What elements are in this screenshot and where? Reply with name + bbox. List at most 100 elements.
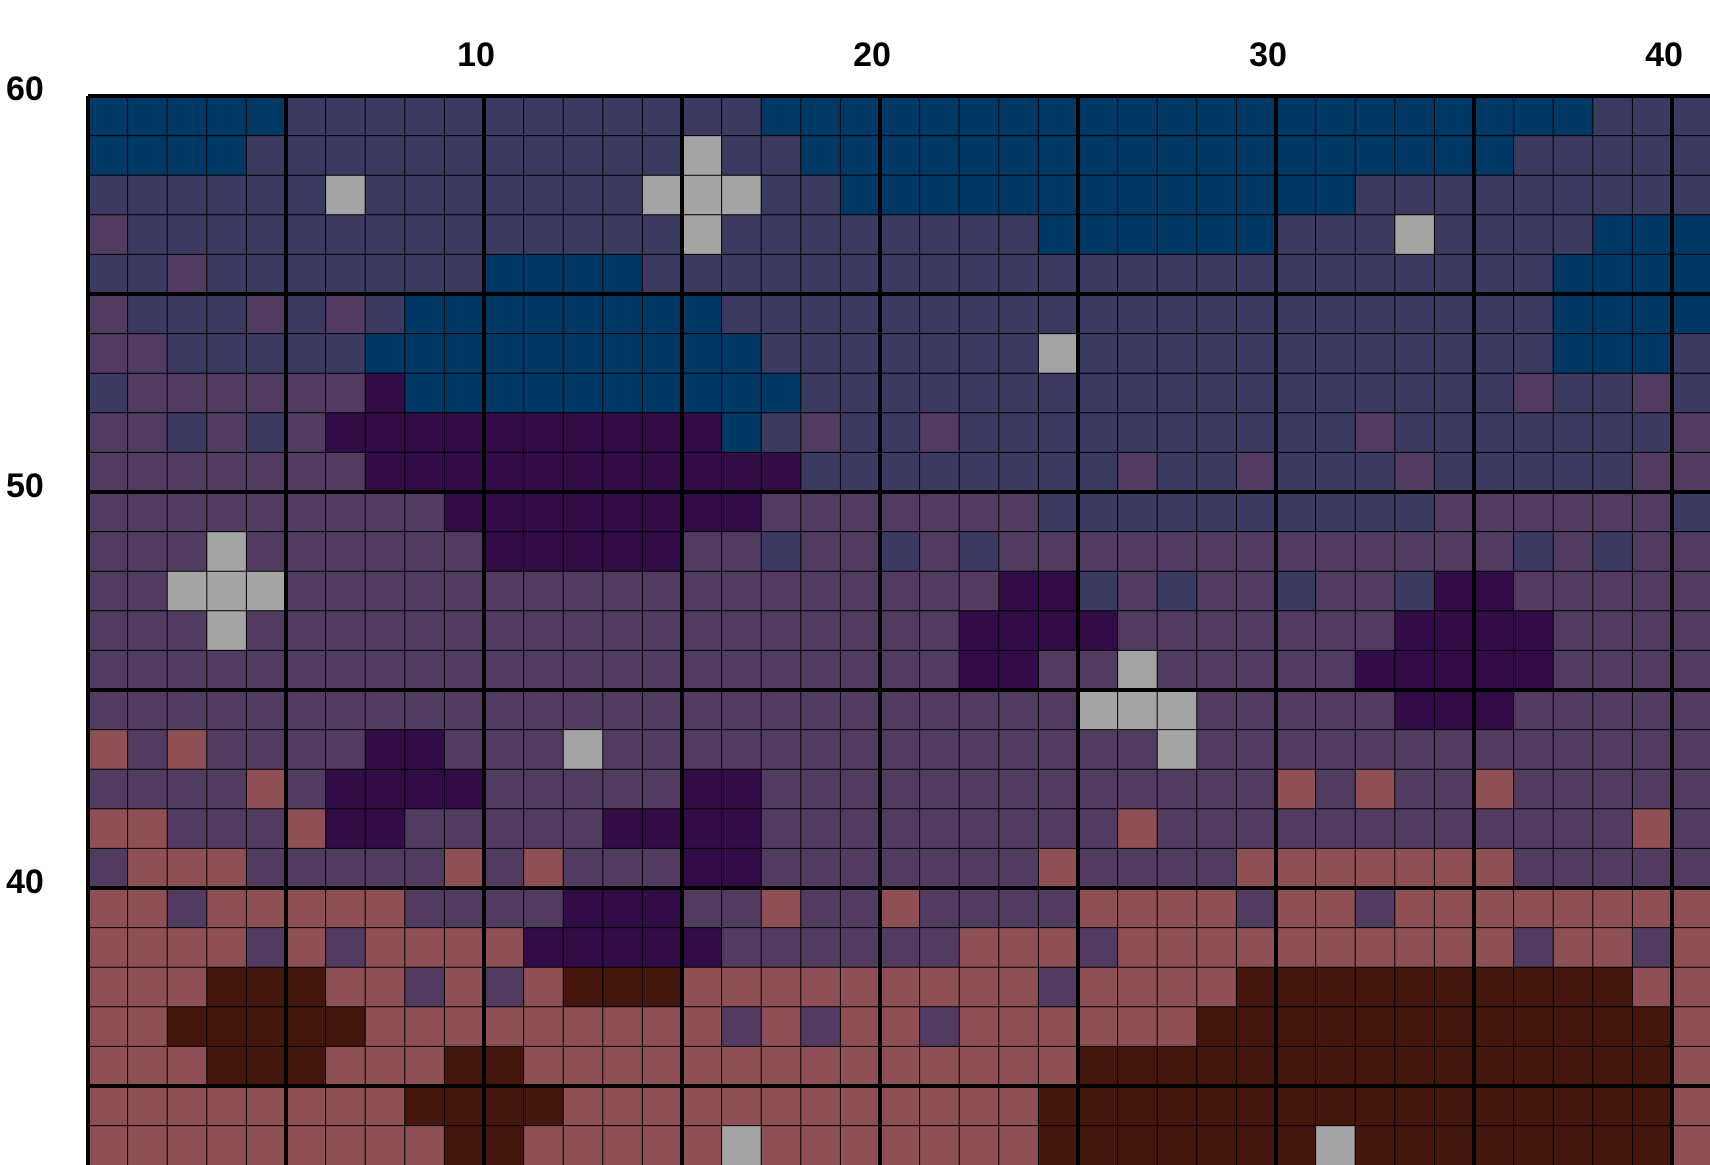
heatmap-cell — [286, 531, 326, 572]
heatmap-cell — [1553, 333, 1594, 374]
heatmap-cell — [1632, 531, 1673, 572]
heatmap-cell — [484, 808, 524, 849]
heatmap-cell — [602, 452, 643, 493]
heatmap-cell — [523, 967, 564, 1008]
heatmap-cell — [523, 254, 564, 295]
heatmap-cell — [602, 214, 643, 255]
heatmap-cell — [1553, 1086, 1594, 1126]
heatmap-cell — [1355, 927, 1396, 968]
heatmap-cell — [1355, 452, 1396, 493]
heatmap-cell — [1355, 888, 1396, 928]
heatmap-cell — [1355, 254, 1396, 295]
heatmap-cell — [1157, 294, 1198, 334]
heatmap-cell — [1592, 1046, 1633, 1087]
heatmap-cell — [404, 1125, 445, 1165]
x-tick-label-30: 30 — [1249, 36, 1287, 74]
heatmap-cell — [444, 1006, 485, 1047]
heatmap-cell — [880, 1006, 920, 1047]
heatmap-cell — [682, 96, 722, 136]
heatmap-cell — [1592, 412, 1633, 453]
heatmap-cell — [1434, 254, 1475, 295]
heatmap-cell — [365, 967, 406, 1008]
heatmap-cell — [602, 531, 643, 572]
heatmap-cell — [1632, 610, 1673, 651]
heatmap-cell — [919, 610, 960, 651]
heatmap-cell — [840, 808, 881, 849]
heatmap-cell — [1315, 729, 1356, 770]
heatmap-cell — [880, 492, 920, 532]
heatmap-cell — [88, 808, 128, 849]
heatmap-cell — [167, 848, 208, 889]
heatmap-cell — [1553, 175, 1594, 216]
heatmap-gridlines — [86, 94, 1710, 1165]
heatmap-cell — [959, 254, 1000, 295]
heatmap-cell — [1434, 729, 1475, 770]
heatmap-cell — [1355, 96, 1396, 136]
heatmap-cell — [959, 452, 1000, 493]
heatmap-cell — [840, 848, 881, 889]
heatmap-cell — [206, 927, 247, 968]
heatmap-cell — [127, 412, 168, 453]
heatmap-cell — [325, 135, 366, 176]
heatmap-cell — [1038, 1125, 1079, 1165]
heatmap-cell — [721, 135, 762, 176]
heatmap-cell — [1236, 967, 1277, 1008]
heatmap-cell — [1672, 808, 1710, 849]
heatmap-cell — [721, 452, 762, 493]
heatmap-cell — [1474, 96, 1514, 136]
heatmap-cell — [1672, 1046, 1710, 1087]
heatmap-cell — [1038, 412, 1079, 453]
heatmap-cell — [919, 769, 960, 810]
heatmap-cell — [721, 729, 762, 770]
heatmap-cell — [959, 531, 1000, 572]
heatmap-cell — [800, 1046, 841, 1087]
heatmap-cell — [127, 1086, 168, 1126]
heatmap-cell — [998, 610, 1039, 651]
heatmap-cell — [1394, 175, 1435, 216]
heatmap-cell — [286, 175, 326, 216]
heatmap-cell — [1632, 769, 1673, 810]
heatmap-cell — [325, 848, 366, 889]
heatmap-cell — [602, 808, 643, 849]
heatmap-cell — [1394, 610, 1435, 651]
heatmap-cell — [1672, 650, 1710, 691]
heatmap-cell — [563, 492, 604, 532]
heatmap-cell — [404, 650, 445, 691]
heatmap-cell — [444, 175, 485, 216]
heatmap-cell — [365, 492, 406, 532]
heatmap-cell — [1038, 888, 1079, 928]
heatmap-cell — [721, 610, 762, 651]
heatmap-cell — [404, 808, 445, 849]
heatmap-cell — [800, 333, 841, 374]
heatmap-cell — [1196, 729, 1237, 770]
heatmap-cell — [642, 214, 683, 255]
heatmap-cell — [1592, 769, 1633, 810]
heatmap-cell — [1078, 373, 1118, 414]
heatmap-cell — [682, 1125, 722, 1165]
heatmap-cell — [1553, 729, 1594, 770]
heatmap-cell — [761, 531, 802, 572]
heatmap-cell — [1196, 650, 1237, 691]
heatmap-cell — [1355, 690, 1396, 730]
heatmap-cell — [523, 294, 564, 334]
heatmap-cell — [1632, 888, 1673, 928]
heatmap-cell — [1632, 492, 1673, 532]
heatmap-cell — [365, 571, 406, 612]
heatmap-cell — [840, 1046, 881, 1087]
heatmap-cell — [1355, 1006, 1396, 1047]
heatmap-cell — [959, 135, 1000, 176]
heatmap-cell — [1157, 96, 1198, 136]
heatmap-cell — [998, 452, 1039, 493]
heatmap-cell — [1592, 1006, 1633, 1047]
heatmap-cell — [880, 888, 920, 928]
heatmap-cell — [840, 452, 881, 493]
heatmap-cell — [1315, 452, 1356, 493]
heatmap-cell — [1196, 373, 1237, 414]
heatmap-cell — [1078, 650, 1118, 691]
heatmap-cell — [1474, 135, 1514, 176]
heatmap-cell — [1117, 808, 1158, 849]
heatmap-cell — [1078, 492, 1118, 532]
heatmap-cell — [1157, 690, 1198, 730]
heatmap-cell — [1513, 571, 1554, 612]
heatmap-cell — [1315, 96, 1356, 136]
